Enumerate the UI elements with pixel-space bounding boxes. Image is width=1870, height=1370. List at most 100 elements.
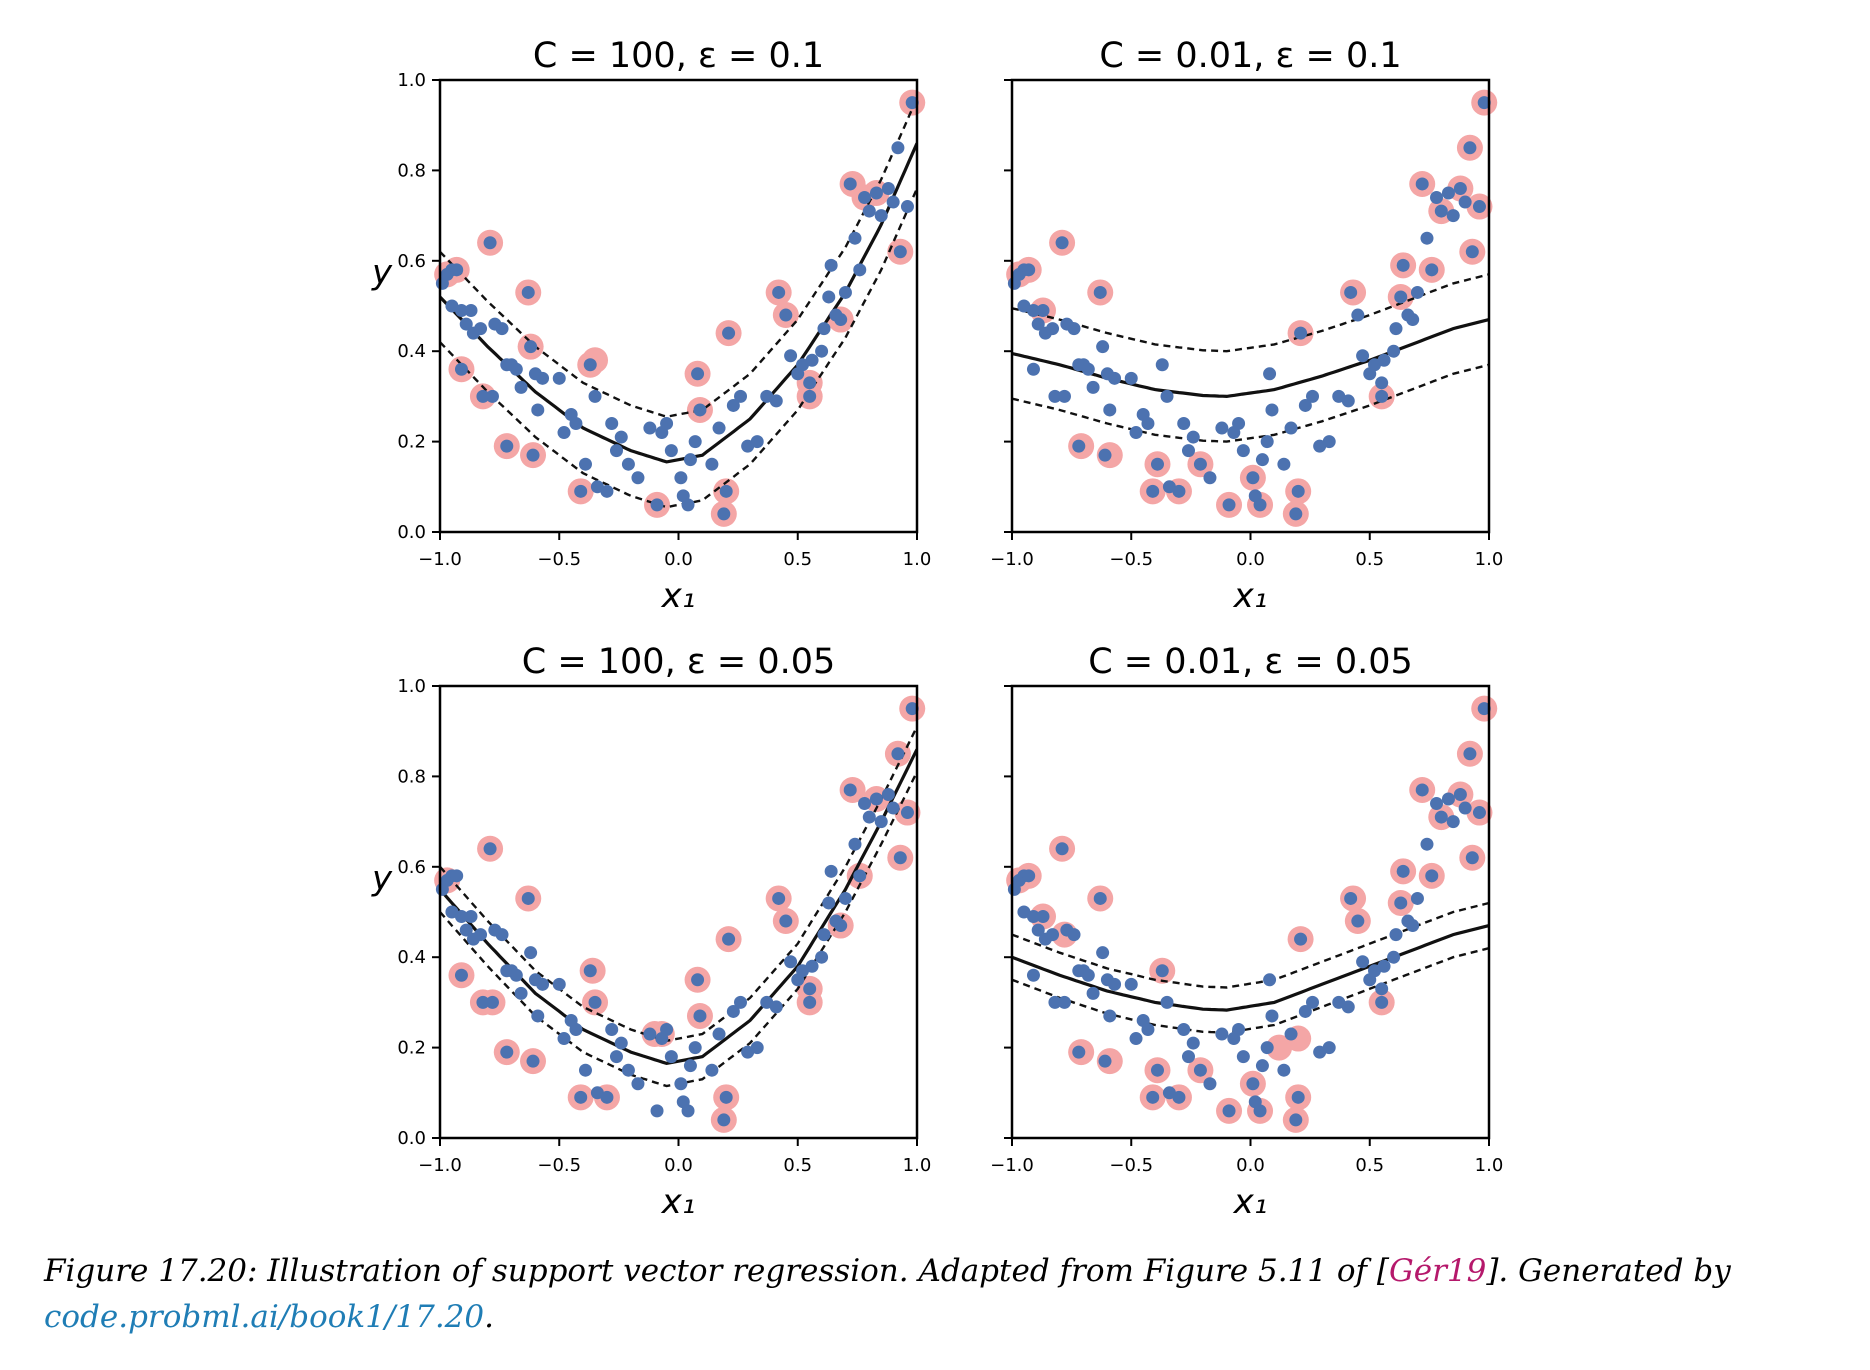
y-tick-label: 0.8 bbox=[397, 160, 426, 181]
data-point bbox=[1236, 1050, 1250, 1064]
data-point bbox=[450, 263, 464, 277]
data-point bbox=[1067, 322, 1081, 336]
data-point bbox=[1306, 995, 1320, 1009]
data-point bbox=[1415, 177, 1429, 191]
data-point bbox=[891, 747, 905, 761]
data-point bbox=[712, 421, 726, 435]
data-point bbox=[1344, 285, 1358, 299]
data-point bbox=[552, 371, 566, 385]
data-point bbox=[1141, 417, 1155, 431]
data-point bbox=[1387, 344, 1401, 358]
data-point bbox=[660, 1023, 674, 1037]
data-point bbox=[1246, 1077, 1260, 1091]
data-point bbox=[891, 141, 905, 155]
data-point bbox=[1377, 353, 1391, 367]
panel-title: C = 0.01, ε = 0.1 bbox=[1099, 36, 1401, 76]
data-point bbox=[1322, 435, 1336, 449]
data-point bbox=[674, 1077, 688, 1091]
data-point bbox=[1265, 1009, 1279, 1023]
x-axis-label: x₁ bbox=[1233, 576, 1268, 616]
data-point bbox=[1420, 837, 1434, 851]
data-point bbox=[1177, 417, 1191, 431]
data-point bbox=[1096, 946, 1110, 960]
data-point bbox=[1446, 209, 1460, 223]
x-tick-label: −1.0 bbox=[418, 1155, 462, 1176]
data-point bbox=[454, 304, 468, 318]
data-point bbox=[1463, 141, 1477, 155]
data-point bbox=[1322, 1041, 1336, 1055]
caption-prefix: Figure 17.20: Illustration of support ve… bbox=[44, 1253, 1389, 1289]
data-point bbox=[862, 810, 876, 824]
y-tick-label: 0.0 bbox=[397, 1128, 426, 1149]
caption-citation-link[interactable]: Gér19 bbox=[1388, 1253, 1487, 1289]
x-tick-label: 0.0 bbox=[1236, 549, 1265, 570]
data-point bbox=[605, 417, 619, 431]
data-point bbox=[1453, 787, 1467, 801]
data-point bbox=[536, 977, 550, 991]
data-point bbox=[583, 358, 597, 372]
data-point bbox=[509, 362, 523, 376]
data-point bbox=[526, 448, 540, 462]
data-point bbox=[1072, 439, 1086, 453]
data-point bbox=[1108, 977, 1122, 991]
y-tick-label: 1.0 bbox=[397, 676, 426, 697]
data-point bbox=[734, 389, 748, 403]
x-tick-label: −1.0 bbox=[990, 1155, 1034, 1176]
data-point bbox=[874, 209, 888, 223]
data-point bbox=[1129, 1032, 1143, 1046]
plot-frame bbox=[1010, 684, 1491, 1140]
data-point bbox=[464, 304, 478, 318]
data-point bbox=[734, 995, 748, 1009]
data-point bbox=[1284, 421, 1298, 435]
data-point bbox=[817, 928, 831, 942]
data-point bbox=[1057, 995, 1071, 1009]
panel-title: C = 0.01, ε = 0.05 bbox=[1088, 642, 1413, 682]
y-tick-label: 0.2 bbox=[397, 1038, 426, 1059]
data-point bbox=[1255, 1059, 1269, 1073]
data-point bbox=[1430, 191, 1444, 205]
data-point bbox=[843, 177, 857, 191]
data-point bbox=[1291, 484, 1305, 498]
data-point bbox=[450, 869, 464, 883]
data-point bbox=[514, 380, 528, 394]
data-point bbox=[526, 1054, 540, 1068]
data-point bbox=[838, 891, 852, 905]
data-point bbox=[1441, 792, 1455, 806]
data-point bbox=[1458, 801, 1472, 815]
panel-title: C = 100, ε = 0.05 bbox=[522, 642, 836, 682]
data-point bbox=[1172, 484, 1186, 498]
data-point bbox=[1430, 797, 1444, 811]
data-point bbox=[815, 344, 829, 358]
caption-middle: ]. Generated by bbox=[1486, 1253, 1731, 1289]
data-point bbox=[1472, 806, 1486, 820]
data-point bbox=[719, 1090, 733, 1104]
data-point bbox=[1186, 1036, 1200, 1050]
data-point bbox=[834, 313, 848, 327]
y-axis-label: y bbox=[371, 858, 393, 898]
data-point bbox=[1108, 371, 1122, 385]
y-tick-label: 0.0 bbox=[397, 522, 426, 543]
data-point bbox=[834, 919, 848, 933]
data-point bbox=[693, 1009, 707, 1023]
epsilon-lower-line bbox=[1012, 947, 1489, 1034]
data-point bbox=[815, 950, 829, 964]
data-point bbox=[779, 914, 793, 928]
data-point bbox=[683, 453, 697, 467]
data-point bbox=[1356, 955, 1370, 969]
data-point bbox=[509, 968, 523, 982]
x-tick-label: 1.0 bbox=[1475, 1155, 1504, 1176]
data-point bbox=[722, 932, 736, 946]
data-point bbox=[1425, 869, 1439, 883]
x-tick-label: 0.0 bbox=[664, 549, 693, 570]
fit-curves bbox=[440, 97, 917, 509]
data-point bbox=[1022, 869, 1036, 883]
caption-code-link[interactable]: code.probml.ai/book1/17.20 bbox=[44, 1299, 485, 1335]
data-point bbox=[1463, 747, 1477, 761]
data-point bbox=[650, 1104, 664, 1118]
plot-frame bbox=[438, 78, 919, 534]
data-point bbox=[900, 806, 914, 820]
data-point bbox=[1415, 783, 1429, 797]
x-tick-label: 1.0 bbox=[903, 1155, 932, 1176]
data-point bbox=[500, 439, 514, 453]
data-point bbox=[588, 995, 602, 1009]
